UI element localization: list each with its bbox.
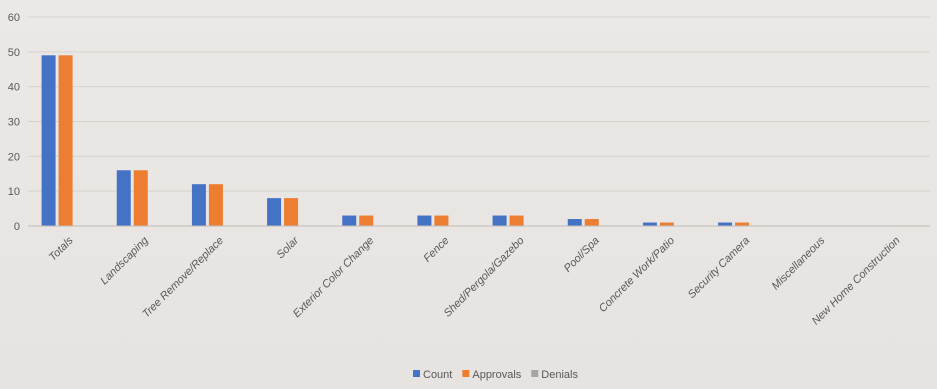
bars [41, 55, 750, 226]
x-category-label: Miscellaneous [770, 234, 828, 292]
bar-approvals-4 [359, 215, 374, 226]
legend-key-count [413, 370, 420, 377]
x-category-label: New Home Construction [810, 235, 903, 328]
legend-label-denials: Denials [541, 369, 578, 381]
x-category-label: Solar [275, 234, 303, 262]
y-tick-label: 60 [8, 12, 20, 24]
x-category-label: Shed/Pergola/Gazebo [442, 235, 527, 320]
bar-approvals-3 [284, 198, 299, 226]
y-tick-label: 30 [8, 117, 20, 129]
y-axis: 0 10 20 30 40 50 60 [8, 12, 20, 233]
bar-count-1 [116, 170, 131, 226]
legend-key-denials [531, 370, 539, 377]
y-tick-label: 0 [14, 221, 20, 233]
bar-count-2 [191, 184, 206, 226]
bar-approvals-7 [584, 219, 599, 226]
y-tick-label: 40 [8, 82, 20, 94]
bar-count-9 [718, 222, 733, 226]
y-tick-label: 10 [8, 186, 20, 198]
bar-count-4 [342, 215, 357, 226]
bar-count-3 [267, 198, 282, 226]
bar-approvals-8 [659, 222, 674, 226]
bar-approvals-5 [434, 215, 449, 226]
legend-key-approvals [462, 370, 470, 377]
bar-count-7 [567, 219, 582, 226]
bar-count-5 [417, 215, 432, 226]
x-category-label: Pool/Spa [562, 235, 602, 275]
bar-count-0 [41, 55, 56, 226]
y-tick-label: 20 [8, 151, 20, 163]
x-category-label: Tree Remove/Replace [140, 235, 226, 321]
bar-approvals-1 [133, 170, 148, 226]
x-category-label: Landscaping [98, 234, 151, 287]
bar-approvals-6 [509, 215, 524, 226]
x-category-label: Concrete Work/Patio [597, 235, 677, 315]
x-category-label: Exterior Color Change [291, 235, 376, 320]
bar-approvals-0 [58, 55, 73, 226]
y-tick-label: 50 [8, 47, 20, 59]
legend: Count Approvals Denials [413, 369, 578, 381]
gridlines [28, 16, 930, 192]
legend-label-approvals: Approvals [472, 369, 521, 381]
bar-approvals-2 [208, 184, 223, 226]
legend-label-count: Count [423, 369, 452, 381]
bar-count-8 [642, 222, 657, 226]
bar-count-6 [492, 215, 507, 226]
x-category-label: Security Camera [686, 235, 752, 301]
bar-approvals-9 [735, 222, 750, 226]
x-category-label: Fence [421, 235, 451, 265]
x-category-label: Totals [47, 234, 76, 263]
